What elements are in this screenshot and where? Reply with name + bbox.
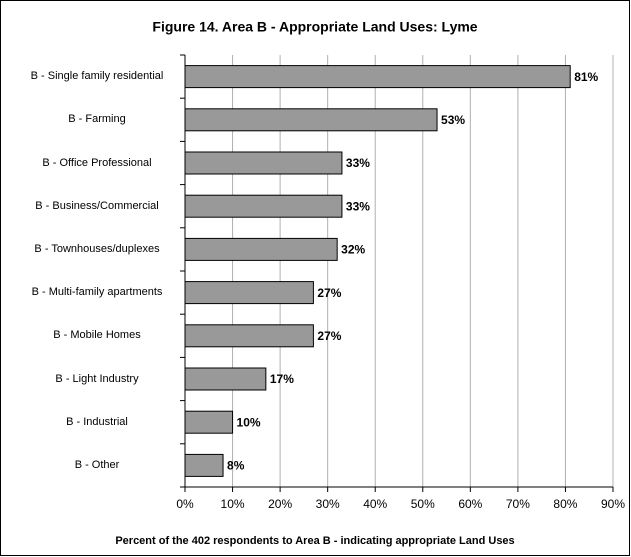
bar xyxy=(184,281,314,305)
x-axis-title: Percent of the 402 respondents to Area B… xyxy=(115,535,514,547)
y-tick-label: B - Multi-family apartments xyxy=(31,286,163,299)
data-label: 33% xyxy=(346,156,370,170)
bar xyxy=(184,367,267,391)
y-tick-label: B - Mobile Homes xyxy=(53,329,141,342)
y-tick-label: B - Industrial xyxy=(66,415,128,428)
y-tick-label: B - Single family residential xyxy=(30,70,164,83)
x-tick-label: 20% xyxy=(268,497,292,511)
data-label: 17% xyxy=(270,372,294,386)
x-tick-label: 30% xyxy=(316,497,340,511)
data-label: 10% xyxy=(237,415,261,429)
x-tick-label: 50% xyxy=(411,497,435,511)
y-tick-label: B - Business/Commercial xyxy=(35,199,159,212)
x-tick-label: 70% xyxy=(506,497,530,511)
bar xyxy=(184,151,343,175)
data-label: 27% xyxy=(317,286,341,300)
bar xyxy=(184,108,438,132)
data-label: 33% xyxy=(346,199,370,213)
bar xyxy=(184,194,343,218)
y-tick-label: B - Other xyxy=(74,458,120,471)
data-label: 81% xyxy=(574,70,598,84)
y-tick-label: B - Farming xyxy=(68,113,126,126)
bar xyxy=(184,237,338,261)
x-tick-label: 40% xyxy=(363,497,387,511)
bar xyxy=(184,65,571,89)
bar xyxy=(184,410,234,434)
y-tick-label: B - Office Professional xyxy=(42,156,152,169)
y-tick-label: B - Light Industry xyxy=(55,372,139,385)
chart-title: Figure 14. Area B - Appropriate Land Use… xyxy=(152,19,477,35)
data-label: 32% xyxy=(341,243,365,257)
y-tick-label: B - Townhouses/duplexes xyxy=(34,242,160,255)
x-tick-label: 10% xyxy=(221,497,245,511)
x-tick-label: 60% xyxy=(458,497,482,511)
x-tick-label: 0% xyxy=(176,497,194,511)
x-tick-label: 80% xyxy=(553,497,577,511)
data-label: 27% xyxy=(317,329,341,343)
data-label: 53% xyxy=(441,113,465,127)
x-tick-label: 90% xyxy=(601,497,625,511)
data-label: 8% xyxy=(227,459,245,473)
bar xyxy=(184,453,224,477)
bar xyxy=(184,324,314,348)
